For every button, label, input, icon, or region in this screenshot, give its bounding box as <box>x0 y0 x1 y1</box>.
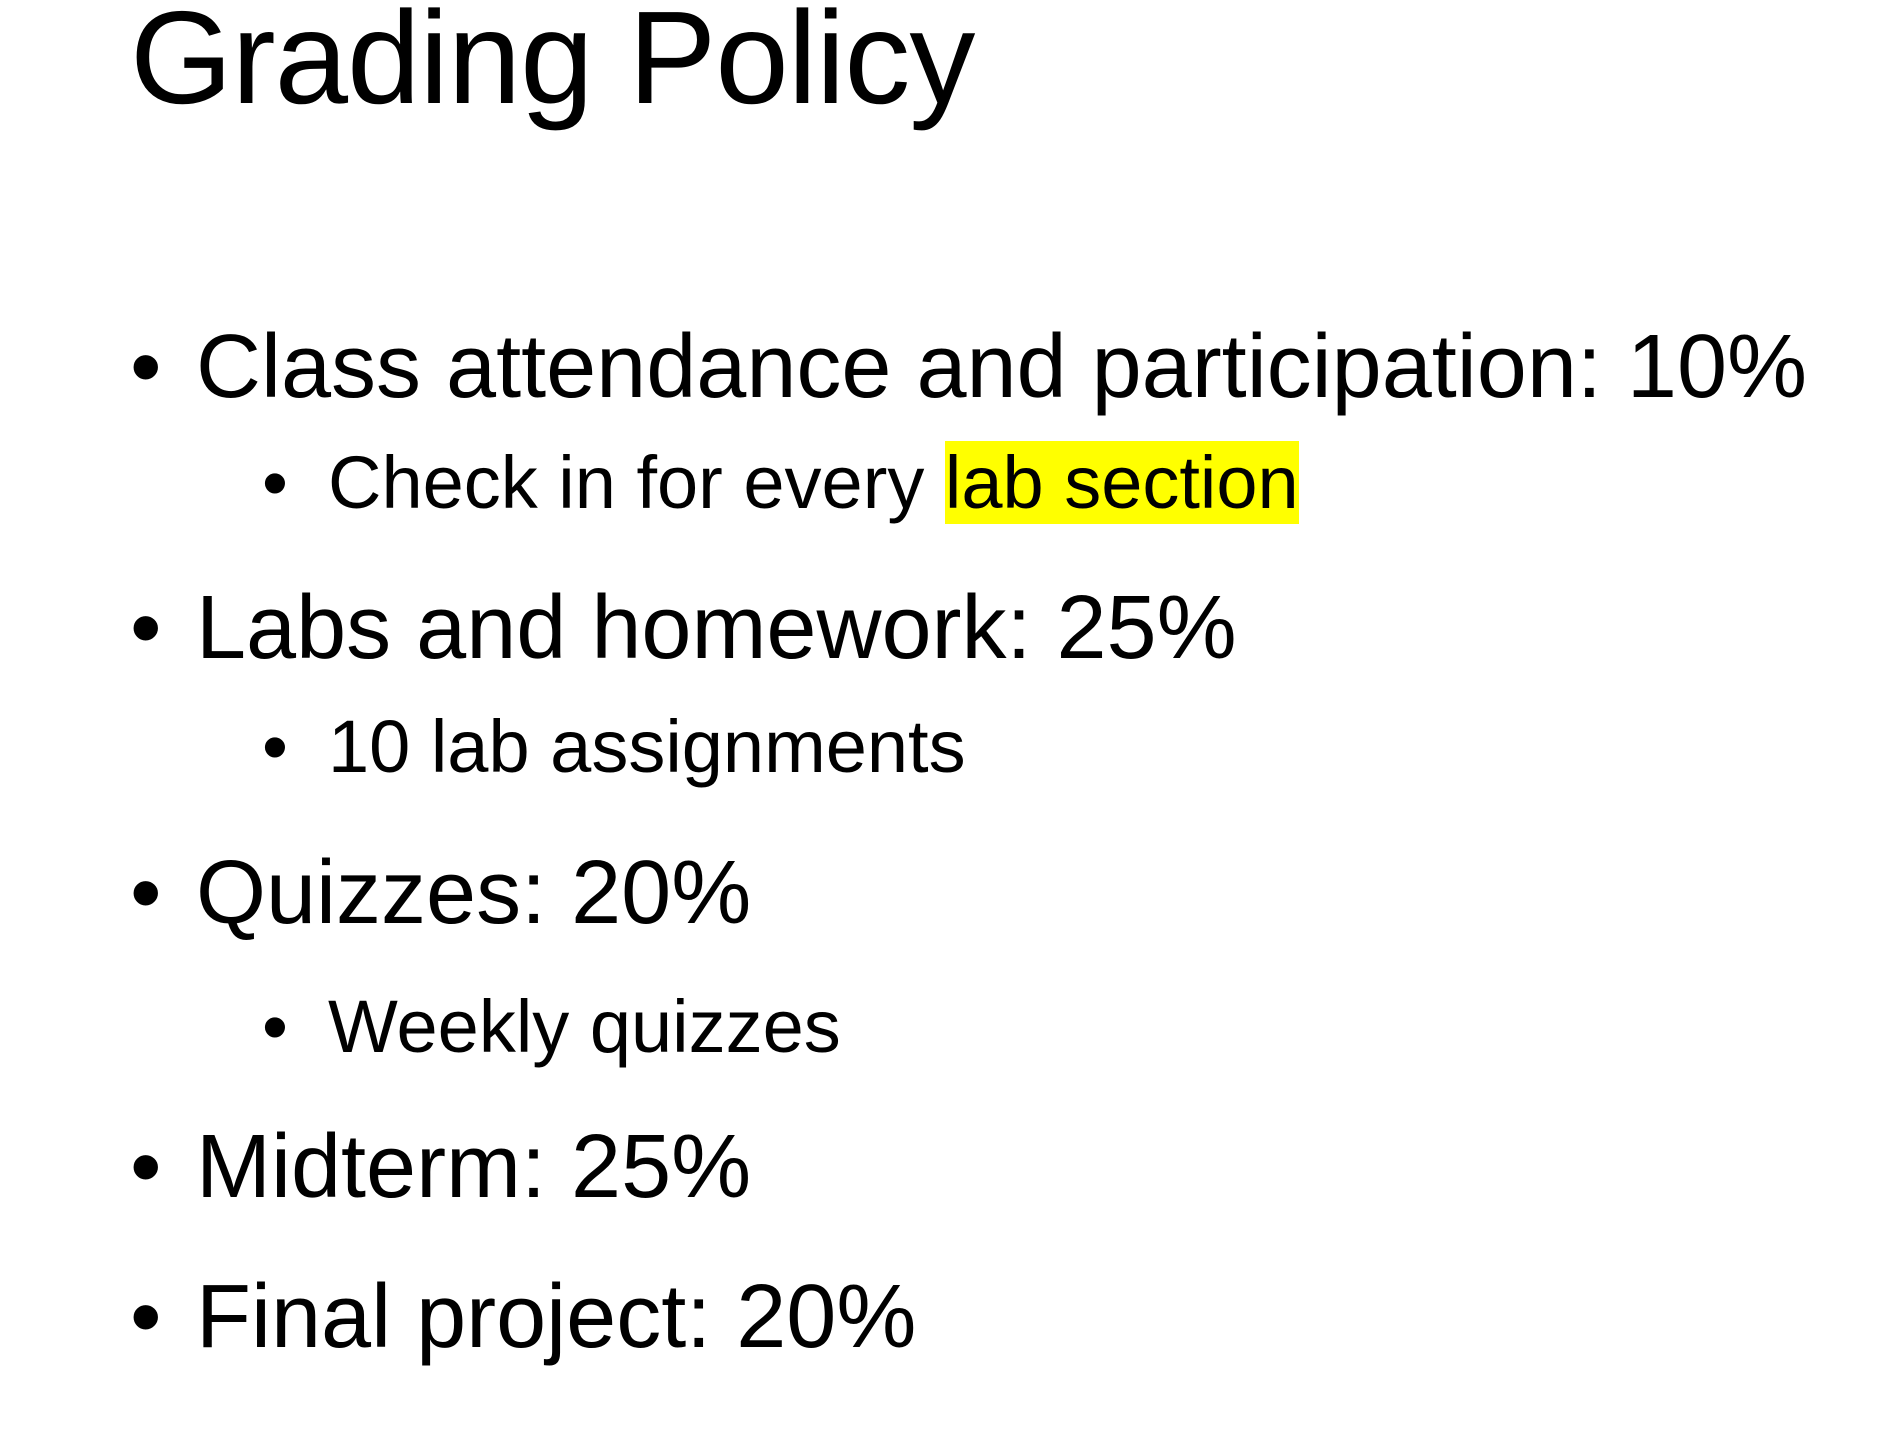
sub-bullet-text: 10 lab assignments <box>328 705 966 788</box>
sub-bullet-text: Check in for every lab section <box>328 441 1299 524</box>
sub-bullet-text: Weekly quizzes <box>328 985 841 1068</box>
bullet-text: Quizzes: 20% <box>196 843 752 943</box>
bullet-text: Class attendance and participation: 10% <box>196 317 1808 417</box>
bullet-text: Labs and homework: 25% <box>196 578 1237 678</box>
bullet-dot-icon: • <box>262 705 288 788</box>
bullet-text: Final project: 20% <box>196 1267 917 1367</box>
highlighted-text: lab section <box>944 441 1299 524</box>
bullet-text: Midterm: 25% <box>196 1117 752 1217</box>
bullet-dot-icon: • <box>262 441 288 524</box>
sub-bullet-text-plain: Check in for every <box>328 441 945 524</box>
bullet-dot-icon: • <box>130 317 162 417</box>
slide-title: Grading Policy <box>130 0 975 131</box>
bullet-dot-icon: • <box>262 985 288 1068</box>
bullet-dot-icon: • <box>130 1267 162 1367</box>
bullet-dot-icon: • <box>130 843 162 943</box>
bullet-dot-icon: • <box>130 1117 162 1217</box>
bullet-dot-icon: • <box>130 578 162 678</box>
